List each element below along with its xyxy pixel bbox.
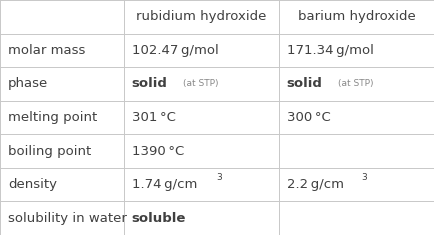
Text: 171.34 g/mol: 171.34 g/mol (287, 44, 374, 57)
Text: phase: phase (8, 77, 48, 90)
Text: solid: solid (132, 77, 168, 90)
Text: 3: 3 (361, 173, 367, 182)
Text: 2.2 g/cm: 2.2 g/cm (287, 178, 344, 191)
Text: (at STP): (at STP) (183, 79, 218, 88)
Text: 3: 3 (217, 173, 223, 182)
Text: soluble: soluble (132, 212, 186, 225)
Text: 1390 °C: 1390 °C (132, 145, 184, 158)
Text: 301 °C: 301 °C (132, 111, 175, 124)
Text: 102.47 g/mol: 102.47 g/mol (132, 44, 218, 57)
Text: rubidium hydroxide: rubidium hydroxide (136, 10, 266, 23)
Text: 1.74 g/cm: 1.74 g/cm (132, 178, 197, 191)
Text: solubility in water: solubility in water (8, 212, 127, 225)
Text: solid: solid (287, 77, 323, 90)
Text: (at STP): (at STP) (339, 79, 374, 88)
Text: molar mass: molar mass (8, 44, 85, 57)
Text: 300 °C: 300 °C (287, 111, 331, 124)
Text: density: density (8, 178, 57, 191)
Text: barium hydroxide: barium hydroxide (298, 10, 415, 23)
Text: boiling point: boiling point (8, 145, 91, 158)
Text: melting point: melting point (8, 111, 97, 124)
